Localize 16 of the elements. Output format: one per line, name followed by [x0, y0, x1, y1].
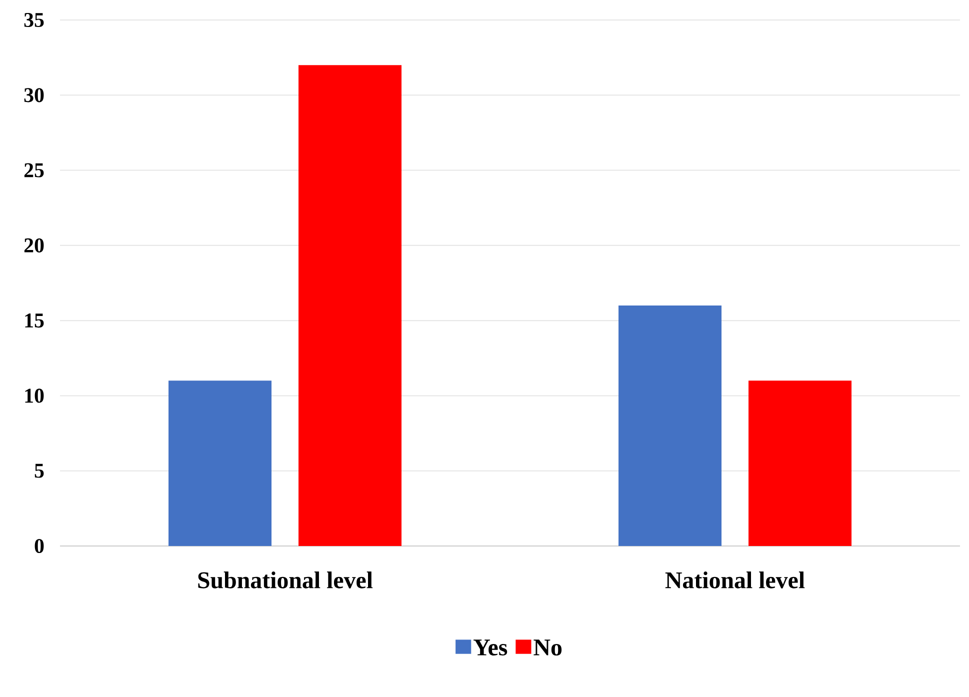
- bar: [618, 306, 722, 546]
- legend-label: Yes: [474, 640, 508, 656]
- y-tick-label: 20: [24, 238, 44, 252]
- y-tick-label: 10: [25, 388, 44, 403]
- y-tick-label: 25: [24, 163, 44, 178]
- x-tick-label: National level: [665, 572, 805, 588]
- legend-label: No: [534, 640, 562, 656]
- bar: [748, 380, 852, 546]
- y-tick-label: 30: [24, 88, 44, 102]
- y-tick-label: 5: [34, 464, 44, 478]
- bar: [298, 65, 402, 546]
- y-tick-label: 0: [34, 538, 44, 554]
- bar: [168, 380, 272, 546]
- y-tick-label: 15: [25, 314, 44, 328]
- y-tick-label: 35: [24, 12, 44, 28]
- x-tick-label: Subnational level: [198, 572, 373, 588]
